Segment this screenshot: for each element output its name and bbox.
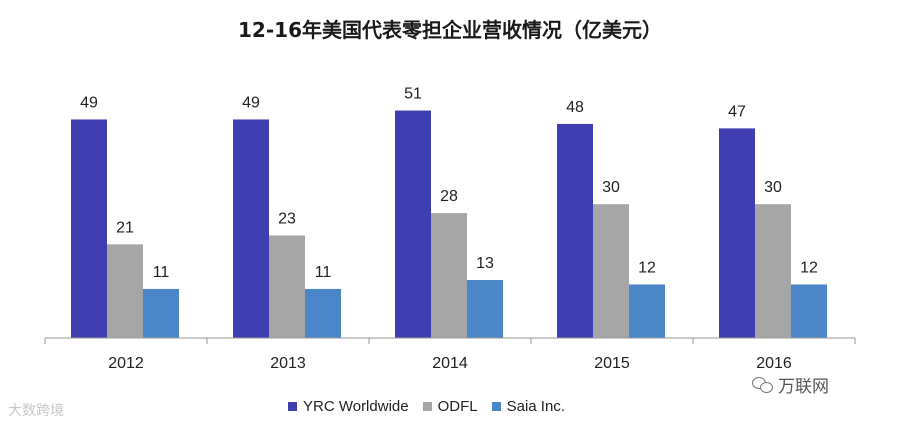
chart-marks: 49 21 11 49 23 11 51 28 13 48 30 12 47 30 12 — [71, 86, 827, 339]
legend-item-odfl: ODFL — [422, 398, 478, 415]
bar-yrc — [557, 123, 593, 338]
bar-odfl — [269, 235, 305, 338]
data-label-saia: 11 — [153, 264, 170, 281]
data-label-saia: 12 — [800, 259, 818, 276]
legend-swatch-yrc — [288, 402, 297, 411]
chart-title: 12-16年美国代表零担企业营收情况（亿美元） — [238, 18, 662, 42]
data-label-yrc: 48 — [566, 99, 584, 116]
legend-item-yrc: YRC Worldwide — [288, 398, 409, 415]
bar-saia — [791, 284, 827, 338]
data-label-saia: 12 — [638, 259, 656, 276]
x-tick-label: 2016 — [756, 355, 792, 372]
bar-saia — [305, 288, 341, 338]
data-label-saia: 11 — [315, 264, 332, 281]
bar-odfl — [755, 204, 791, 338]
bar-yrc — [395, 110, 431, 338]
legend-label-yrc: YRC Worldwide — [303, 398, 409, 415]
watermark-left: 大数跨境 — [8, 400, 64, 420]
x-axis-labels: 2012 2013 2014 2015 2016 — [108, 355, 792, 372]
bar-odfl — [107, 244, 143, 338]
watermark-left-text: 大数跨境 — [8, 403, 64, 419]
legend-label-saia: Saia Inc. — [506, 398, 565, 415]
bar-yrc — [719, 128, 755, 338]
data-label-saia: 13 — [476, 255, 494, 272]
bar-saia — [629, 284, 665, 338]
data-label-odfl: 21 — [116, 219, 134, 236]
wechat-icon — [752, 376, 774, 394]
legend-swatch-saia — [491, 402, 501, 411]
bar-yrc — [71, 119, 107, 339]
data-label-odfl: 30 — [602, 179, 620, 196]
x-tick-label: 2015 — [594, 355, 630, 372]
x-tick-label: 2013 — [270, 355, 306, 372]
data-label-yrc: 49 — [242, 94, 260, 111]
bar-saia — [143, 288, 179, 338]
data-label-yrc: 47 — [728, 103, 746, 120]
data-label-odfl: 28 — [440, 188, 458, 205]
x-tick-label: 2012 — [108, 355, 144, 372]
data-label-odfl: 30 — [764, 179, 782, 196]
x-tick-label: 2014 — [432, 355, 468, 372]
data-label-yrc: 51 — [404, 86, 422, 103]
x-axis-ticks — [44, 338, 856, 344]
data-label-yrc: 49 — [80, 94, 98, 111]
data-label-odfl: 23 — [278, 210, 296, 227]
legend-item-saia: Saia Inc. — [491, 398, 565, 415]
bar-saia — [467, 280, 503, 338]
legend: YRC Worldwide ODFL Saia Inc. — [288, 398, 565, 415]
legend-swatch-odfl — [422, 402, 432, 411]
bar-odfl — [431, 213, 467, 338]
watermark-right-text: 万联网 — [778, 377, 829, 397]
bar-yrc — [233, 119, 269, 339]
legend-label-odfl: ODFL — [437, 398, 478, 415]
watermark-right: 万联网 — [752, 372, 829, 397]
bar-odfl — [593, 204, 629, 338]
